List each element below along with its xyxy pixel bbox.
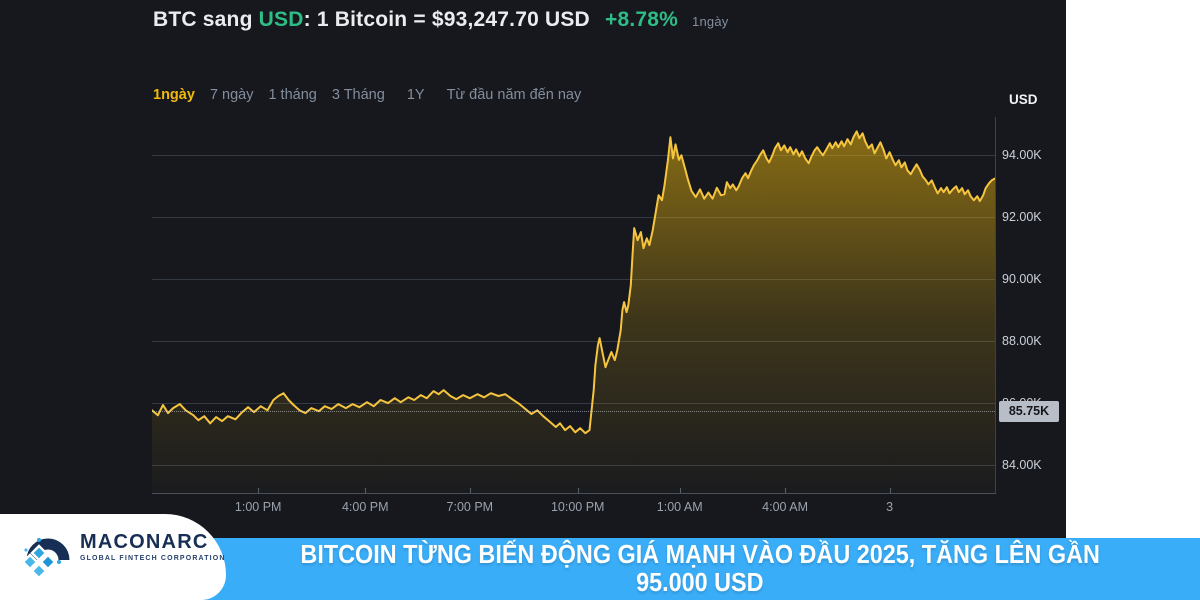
headline-line2: 95.000 USD	[636, 567, 764, 597]
x-tick-label: 1:00 PM	[234, 500, 282, 514]
brand-logo-pill: MACONARC GLOBAL FINTECH CORPORATION	[0, 514, 226, 600]
y-tick-label: 92.00K	[1002, 210, 1042, 225]
x-tick-label: 7:00 PM	[446, 500, 494, 514]
tab-4[interactable]: 3 Tháng	[331, 87, 385, 103]
x-tick	[785, 488, 787, 493]
x-tick	[889, 488, 891, 493]
gridline-94.00K	[152, 155, 995, 157]
tab-2[interactable]: 7 ngày	[209, 87, 254, 103]
tab-6[interactable]: Từ đầu năm đến nay	[446, 87, 582, 103]
tab-5[interactable]: 1Y	[406, 87, 425, 103]
timeframe-tabs: 1ngày 7 ngày 1 tháng 3 Tháng 1Y Từ đầu năm đế…	[153, 87, 581, 103]
x-tick	[679, 488, 681, 493]
x-tick-label: 4:00 AM	[762, 500, 809, 514]
x-tick	[577, 488, 579, 493]
y-tick-label: 84.00K	[1002, 458, 1042, 473]
gridline-90.00K	[152, 279, 995, 281]
header-separator: :	[303, 8, 317, 31]
headline-line1: BITCOIN TỪNG BIẾN ĐỘNG GIÁ MẠNH VÀO ĐẦU …	[300, 539, 1100, 569]
brand-tagline: GLOBAL FINTECH CORPORATION	[80, 555, 226, 562]
chart-panel: BTC sang USD: 1 Bitcoin = $93,247.70 USD…	[0, 0, 1066, 540]
maconarc-logo-icon	[22, 538, 70, 578]
change-percent: +8.78%	[604, 8, 678, 31]
y-tick-label: 88.00K	[1002, 334, 1042, 349]
x-tick-label: 10:00 PM	[550, 500, 605, 514]
chart-area-fill	[152, 131, 995, 493]
pair-base: BTC sang	[153, 8, 253, 31]
y-axis-title: USD	[1009, 92, 1038, 107]
y-axis-line	[995, 117, 996, 493]
gridline-88.00K	[152, 341, 995, 343]
brand-name: MACONARC	[80, 531, 209, 553]
y-tick-label: 90.00K	[1002, 272, 1042, 287]
tab-3[interactable]: 1 tháng	[268, 87, 317, 103]
pair-quote: USD	[258, 8, 304, 31]
tab-1[interactable]: 1ngày	[153, 87, 195, 103]
previous-close-dotted-line	[152, 410, 995, 412]
change-period: 1ngày	[692, 14, 729, 29]
brand-text-block: MACONARC GLOBAL FINTECH CORPORATION	[80, 531, 226, 562]
gridline-86.00K	[152, 403, 995, 405]
x-tick	[469, 488, 471, 493]
axis-price-badge: 85.75K	[999, 400, 1059, 422]
chart-line	[152, 130, 995, 435]
x-tick-label: 1:00 AM	[656, 500, 703, 514]
x-tick-label: 4:00 PM	[341, 500, 389, 514]
x-tick	[365, 488, 367, 493]
price-text: 1 Bitcoin = $93,247.70 USD	[316, 8, 590, 31]
x-axis-line	[152, 493, 996, 494]
gridline-92.00K	[152, 217, 995, 219]
x-tick-label: 3	[886, 500, 894, 514]
y-tick-label: 94.00K	[1002, 148, 1042, 163]
news-headline: BITCOIN TỪNG BIẾN ĐỘNG GIÁ MẠNH VÀO ĐẦU …	[238, 540, 1162, 596]
price-chart[interactable]	[152, 115, 995, 493]
price-header: BTC sang USD: 1 Bitcoin = $93,247.70 USD…	[153, 8, 728, 32]
x-tick	[258, 488, 260, 493]
